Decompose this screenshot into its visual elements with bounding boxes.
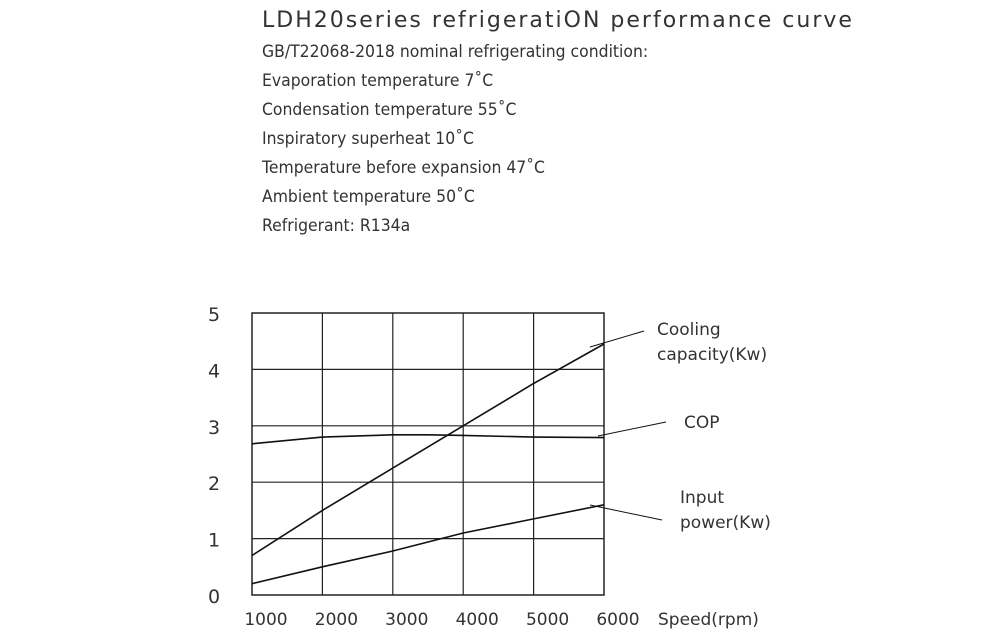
spec-line: Temperature before expansion 47˚C bbox=[262, 158, 545, 178]
y-tick-label: 4 bbox=[208, 360, 220, 382]
x-tick-label: 5000 bbox=[526, 610, 569, 630]
spec-line: Condensation temperature 55˚C bbox=[262, 100, 517, 120]
series-label: Input bbox=[680, 488, 724, 508]
series-label: COP bbox=[684, 413, 720, 433]
callout-leader bbox=[589, 504, 663, 521]
series-line bbox=[251, 504, 605, 585]
plot-frame bbox=[251, 312, 605, 596]
callout-leader bbox=[597, 421, 667, 437]
spec-line: Ambient temperature 50˚C bbox=[262, 187, 475, 207]
x-tick-label: 4000 bbox=[456, 610, 499, 630]
series-label: power(Kw) bbox=[680, 513, 771, 533]
y-tick-label: 5 bbox=[208, 304, 220, 326]
y-tick-label: 2 bbox=[208, 473, 220, 495]
spec-line: Inspiratory superheat 10˚C bbox=[262, 129, 474, 149]
callout-leader bbox=[589, 330, 645, 348]
series-line bbox=[251, 433, 605, 445]
series-label: Cooling bbox=[657, 320, 721, 340]
x-tick-label: 6000 bbox=[596, 610, 639, 630]
y-tick-label: 1 bbox=[208, 530, 220, 552]
x-tick-label: 2000 bbox=[315, 610, 358, 630]
series-label: capacity(Kw) bbox=[657, 345, 767, 365]
spec-line: Evaporation temperature 7˚C bbox=[262, 71, 494, 91]
y-tick-label: 0 bbox=[208, 586, 220, 608]
x-tick-label: 1000 bbox=[244, 610, 287, 630]
y-tick-label: 3 bbox=[208, 417, 220, 439]
spec-line: Refrigerant: R134a bbox=[262, 216, 411, 236]
x-axis-label: Speed(rpm) bbox=[658, 610, 759, 630]
x-tick-label: 3000 bbox=[385, 610, 428, 630]
series-line bbox=[251, 343, 605, 557]
spec-line: GB/T22068-2018 nominal refrigerating con… bbox=[262, 42, 649, 62]
chart-title: LDH20series refrigeratiON performance cu… bbox=[262, 8, 854, 33]
